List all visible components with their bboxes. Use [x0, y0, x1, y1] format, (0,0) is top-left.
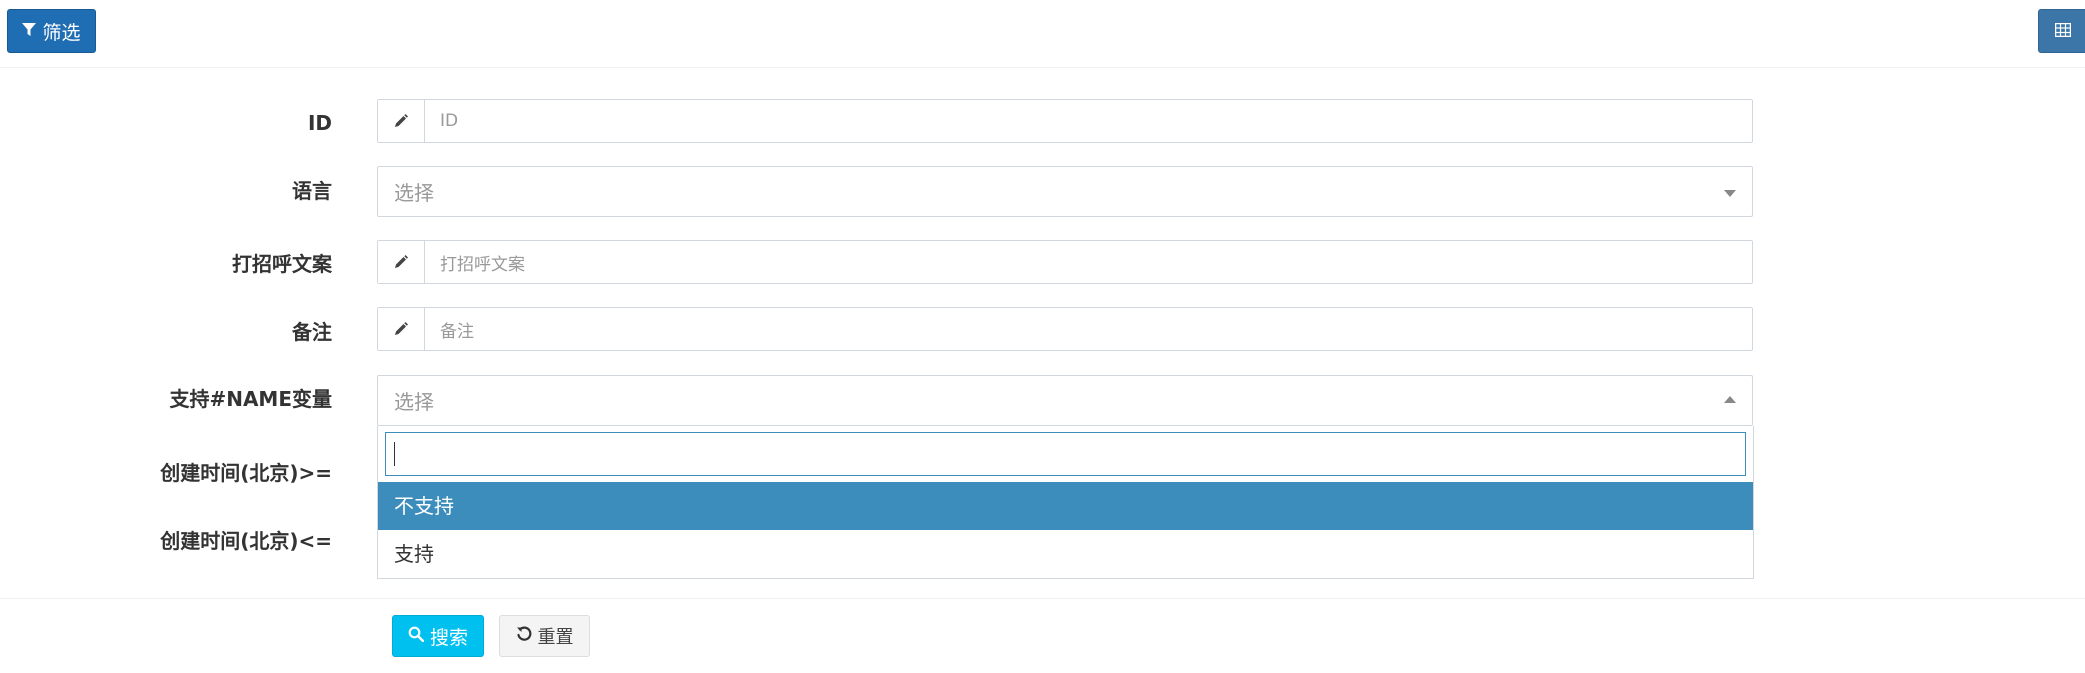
caret-up-icon	[1724, 395, 1736, 403]
search-button-label: 搜索	[429, 626, 468, 649]
filter-button[interactable]: 筛选	[7, 9, 96, 53]
name-variable-select-value: 选择	[394, 390, 434, 414]
reset-button-label: 重置	[537, 627, 574, 648]
field-label-id: ID	[307, 111, 332, 135]
columns-toggle-button[interactable]	[2038, 9, 2085, 53]
remark-input-group: 备注	[377, 307, 1753, 351]
dropdown-search-input[interactable]	[385, 432, 1746, 476]
field-label-language: 语言	[292, 179, 332, 203]
field-label-greeting: 打招呼文案	[232, 252, 332, 276]
footer-divider	[0, 598, 2085, 599]
undo-icon	[516, 626, 532, 647]
field-label-created-to: 创建时间(北京)<=	[160, 529, 332, 553]
toolbar-divider	[0, 67, 2085, 68]
id-input[interactable]: ID	[440, 111, 459, 131]
greeting-input[interactable]: 打招呼文案	[440, 254, 525, 275]
dropdown-option-not-supported[interactable]: 不支持	[378, 482, 1753, 530]
name-variable-select[interactable]: 选择	[377, 375, 1753, 426]
filter-icon	[22, 20, 37, 42]
caret-down-icon	[1724, 189, 1736, 197]
search-icon	[408, 625, 425, 647]
reset-button[interactable]: 重置	[499, 615, 590, 657]
id-input-group: ID	[377, 99, 1753, 143]
greeting-input-group: 打招呼文案	[377, 240, 1753, 284]
pencil-icon	[378, 241, 425, 283]
field-label-remark: 备注	[292, 320, 332, 344]
remark-input[interactable]: 备注	[440, 321, 474, 342]
field-label-name-variable: 支持#NAME变量	[169, 387, 332, 411]
search-button[interactable]: 搜索	[392, 615, 484, 657]
table-columns-icon	[2054, 22, 2072, 41]
field-label-created-from: 创建时间(北京)>=	[160, 461, 332, 485]
pencil-icon	[378, 308, 425, 350]
name-variable-dropdown: 不支持 支持	[377, 426, 1754, 579]
language-select[interactable]: 选择	[377, 166, 1753, 217]
pencil-icon	[378, 100, 425, 142]
language-select-value: 选择	[394, 181, 434, 205]
dropdown-option-supported[interactable]: 支持	[394, 542, 434, 566]
text-cursor	[394, 442, 395, 466]
filter-button-label: 筛选	[42, 21, 81, 44]
